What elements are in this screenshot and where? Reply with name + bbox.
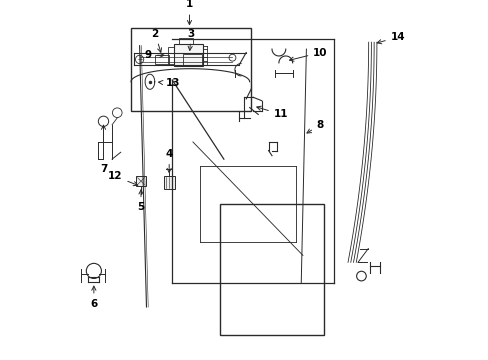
- Text: 1: 1: [185, 0, 193, 24]
- Text: 13: 13: [158, 78, 180, 89]
- Text: 11: 11: [256, 106, 287, 120]
- Text: 10: 10: [289, 48, 327, 61]
- Text: 4: 4: [165, 149, 173, 172]
- Bar: [179, 38, 193, 44]
- Text: 7: 7: [100, 125, 107, 175]
- Bar: [220, 204, 323, 334]
- Text: 5: 5: [137, 190, 144, 212]
- Text: 6: 6: [90, 286, 97, 309]
- Bar: [182, 54, 201, 64]
- Text: 2: 2: [151, 28, 161, 52]
- Text: 12: 12: [108, 171, 138, 186]
- Bar: [163, 176, 174, 189]
- Bar: [167, 47, 174, 64]
- Bar: [155, 55, 168, 64]
- Text: 8: 8: [306, 120, 324, 133]
- Text: 9: 9: [144, 50, 163, 60]
- Bar: [131, 28, 251, 111]
- Text: 3: 3: [187, 28, 194, 50]
- Bar: [174, 44, 203, 66]
- Text: 14: 14: [376, 32, 405, 44]
- Bar: [136, 176, 145, 186]
